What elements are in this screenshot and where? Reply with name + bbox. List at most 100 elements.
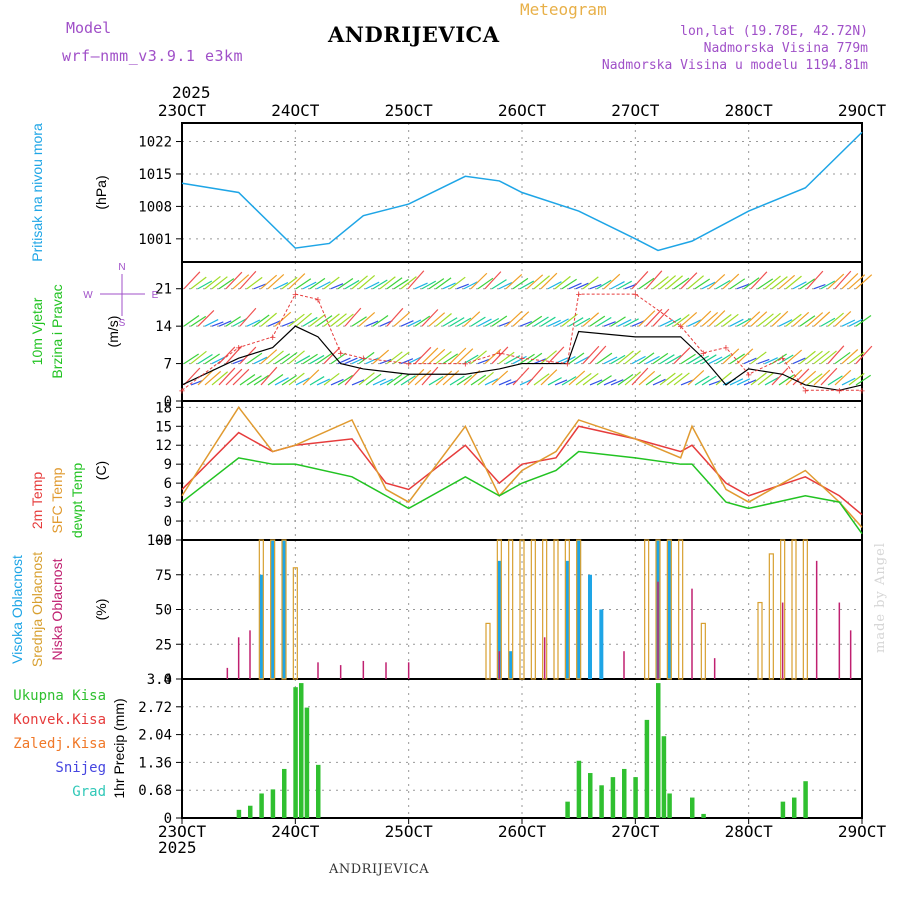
wind-arrow (421, 309, 439, 327)
wind-arrow (617, 280, 633, 290)
wind-arrow (827, 273, 845, 290)
cloud-bar-high (576, 540, 581, 679)
wind-arrow (722, 348, 740, 365)
wind-label-1: 10m Vjetar (29, 297, 45, 365)
wind-arrow (232, 318, 248, 327)
cloud-bar-mid (644, 539, 650, 680)
wind-arrow (792, 357, 806, 365)
wind-arrow (673, 347, 691, 365)
wind-arrow (337, 374, 353, 386)
wind-gust-marker: + (802, 385, 808, 397)
wind-arrow (652, 308, 670, 327)
cloud-bar-mid (791, 539, 797, 680)
wind-arrow (316, 315, 333, 327)
wind-gust-marker: + (519, 353, 525, 365)
cloud-bar-mid (508, 539, 514, 680)
y-tick-label: 50 (155, 603, 172, 619)
wind-arrow (533, 373, 550, 386)
cloud-bar-high (282, 540, 286, 679)
wind-arrow (792, 311, 810, 327)
wind-gust-marker: + (564, 359, 570, 371)
wind-arrow (848, 274, 866, 290)
cloud-bar-mid (700, 622, 706, 680)
wind-arrow (526, 352, 543, 365)
wind-arrow (428, 312, 446, 327)
wind-arrow (519, 280, 535, 290)
cloud-bar-mid (666, 539, 672, 680)
wind-arrow (855, 345, 873, 364)
wind-arrow (302, 369, 320, 386)
wind-arrow (666, 373, 683, 386)
model-name: wrf—nmm_v3.9.1 e3km (62, 47, 244, 65)
wind-arrow (638, 310, 656, 327)
wind-arrow (197, 280, 213, 290)
wind-gust-marker: + (723, 343, 729, 355)
wind-arrow (442, 282, 456, 290)
wind-arrow (225, 271, 243, 290)
x-tick-label-top: 29OCT (838, 101, 887, 120)
wind-arrow (855, 315, 872, 327)
wind-arrow (232, 274, 250, 290)
wind-arrow (428, 376, 444, 386)
wind-arrow (694, 375, 710, 386)
wind-arrow (575, 282, 589, 290)
wind-arrow (533, 358, 547, 365)
wind-arrow (834, 310, 852, 327)
wind-arrow (764, 376, 780, 386)
wind-arrow (596, 279, 612, 290)
wind-arrow (477, 277, 494, 290)
wind-arrow (729, 278, 746, 290)
wind-arrow (841, 272, 859, 290)
wind-arrow (806, 312, 824, 327)
wind-arrow (820, 350, 837, 365)
x-tick-label-top: 25OCT (385, 101, 434, 120)
wind-arrow (736, 348, 754, 365)
y-tick-label: 25 (155, 637, 172, 653)
wind-arrow (246, 276, 263, 290)
wind-arrow (687, 275, 704, 290)
wind-arrow (267, 273, 285, 290)
wind-arrow (260, 349, 278, 365)
wind-arrow (708, 356, 723, 365)
precip-bar (701, 813, 706, 818)
wind-arrow (211, 276, 228, 290)
y-tick-label: 9 (164, 457, 172, 473)
wind-arrow (743, 379, 757, 386)
wind-gust-marker: + (462, 359, 468, 371)
compass-n: N (118, 262, 125, 273)
cloud-bar-mid (292, 567, 298, 680)
wind-arrow (407, 319, 422, 327)
wind-arrow (631, 320, 645, 327)
x-tick-label-top: 26OCT (498, 101, 547, 120)
precip-bar (576, 760, 582, 818)
wind-gust-marker: + (859, 385, 865, 397)
wind-arrow (610, 379, 624, 386)
wind-arrow (379, 276, 396, 290)
precip-bar (599, 785, 604, 818)
year-top: 2025 (172, 83, 211, 102)
wind-arrow (813, 311, 831, 327)
wind-arrow (372, 279, 388, 290)
wind-arrow (477, 371, 494, 386)
wind-arrow (239, 374, 256, 386)
wind-arrow (414, 315, 431, 327)
wind-arrow (246, 319, 261, 327)
wind-arrow (463, 281, 478, 290)
temp-label-2: dewpt Temp (69, 463, 85, 538)
wind-arrow (351, 275, 368, 290)
wind-arrow (575, 317, 591, 327)
wind-arrow (267, 350, 284, 365)
cloud-bar-mid (678, 539, 684, 680)
wind-arrow (729, 353, 745, 365)
y-tick-label: 3.4 (147, 672, 172, 688)
wind-arrow (316, 378, 330, 386)
wind-arrow (743, 277, 760, 290)
y-tick-label: 0.68 (138, 783, 172, 799)
wind-arrow (827, 375, 843, 386)
cloud-bar-high (565, 560, 570, 679)
wind-arrow (540, 316, 556, 327)
wind-arrow (414, 369, 432, 386)
wind-arrow (617, 318, 632, 327)
wind-arrow (498, 321, 511, 327)
wind-arrow (757, 313, 774, 327)
